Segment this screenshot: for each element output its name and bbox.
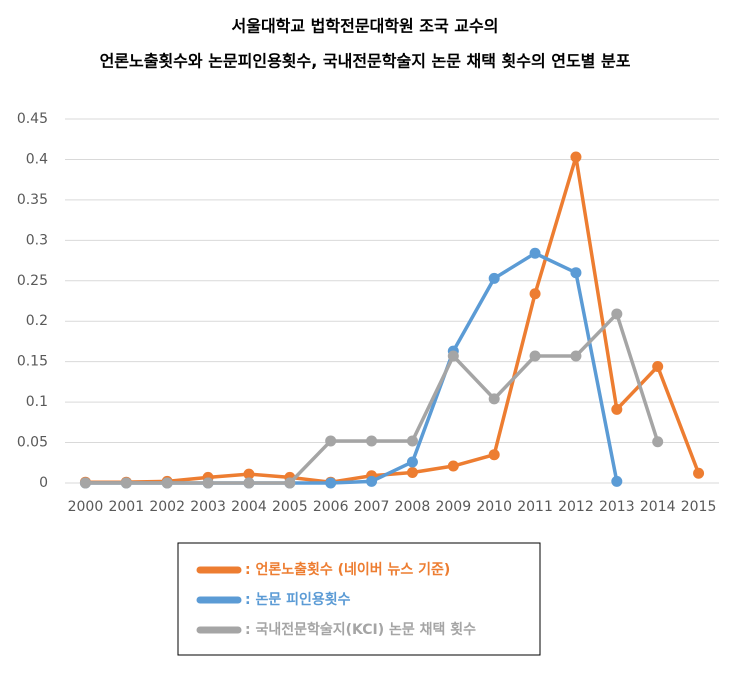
data-point xyxy=(447,350,459,362)
chart-title: 서울대학교 법학전문대학원 조국 교수의 xyxy=(232,17,499,36)
data-point xyxy=(611,308,623,320)
data-point xyxy=(406,466,418,478)
data-point xyxy=(611,403,623,415)
data-point xyxy=(529,350,541,362)
data-point xyxy=(325,435,337,447)
y-tick-label: 0.35 xyxy=(17,192,48,208)
y-tick-label: 0.4 xyxy=(26,151,48,167)
data-point xyxy=(652,361,664,373)
x-tick-label: 2002 xyxy=(149,499,185,515)
data-point xyxy=(570,267,582,279)
data-point xyxy=(161,477,173,489)
y-tick-label: 0.1 xyxy=(26,394,48,410)
data-point xyxy=(570,151,582,163)
legend-label: : 언론노출횟수 (네이버 뉴스 기준) xyxy=(245,561,450,578)
data-point xyxy=(120,477,132,489)
data-point xyxy=(693,467,705,479)
data-point xyxy=(570,350,582,362)
data-point xyxy=(284,477,296,489)
x-tick-label: 2011 xyxy=(517,499,553,515)
data-point xyxy=(488,449,500,461)
y-tick-label: 0 xyxy=(39,475,48,491)
y-tick-label: 0.15 xyxy=(17,354,48,370)
y-tick-label: 0.25 xyxy=(17,273,48,289)
series-line xyxy=(85,155,701,484)
y-tick-label: 0.45 xyxy=(17,111,48,127)
x-tick-label: 2015 xyxy=(681,499,717,515)
x-tick-label: 2012 xyxy=(558,499,594,515)
data-point xyxy=(652,436,664,448)
x-tick-label: 2005 xyxy=(272,499,308,515)
legend-label: : 국내전문학술지(KCI) 논문 채택 횟수 xyxy=(245,621,476,638)
y-tick-label: 0.3 xyxy=(26,232,48,248)
x-tick-label: 2007 xyxy=(354,499,390,515)
data-point xyxy=(79,477,91,489)
x-tick-label: 2004 xyxy=(231,499,267,515)
data-point xyxy=(406,456,418,468)
legend-box xyxy=(177,542,541,656)
x-tick-label: 2001 xyxy=(108,499,144,515)
data-point xyxy=(529,288,541,300)
y-tick-label: 0.2 xyxy=(26,313,48,329)
data-point xyxy=(611,475,623,487)
x-tick-label: 2008 xyxy=(395,499,431,515)
x-tick-label: 2006 xyxy=(313,499,349,515)
data-point xyxy=(406,435,418,447)
chart-subtitle: 언론노출횟수와 논문피인용횟수, 국내전문학술지 논문 채택 횟수의 연도별 분… xyxy=(100,52,631,71)
data-point xyxy=(488,272,500,284)
x-tick-label: 2014 xyxy=(640,499,676,515)
data-point xyxy=(243,477,255,489)
x-tick-label: 2000 xyxy=(68,499,104,515)
data-point xyxy=(447,460,459,472)
data-point xyxy=(366,435,378,447)
data-point xyxy=(488,393,500,405)
legend-label: : 논문 피인용횟수 xyxy=(245,591,351,608)
x-tick-label: 2003 xyxy=(190,499,226,515)
x-tick-label: 2013 xyxy=(599,499,635,515)
data-point xyxy=(243,468,255,480)
y-tick-label: 0.05 xyxy=(17,435,48,451)
data-point xyxy=(529,247,541,259)
data-point xyxy=(202,477,214,489)
series-line xyxy=(85,312,660,485)
data-point xyxy=(325,477,337,489)
x-tick-label: 2009 xyxy=(435,499,471,515)
data-point xyxy=(366,475,378,487)
x-tick-label: 2010 xyxy=(476,499,512,515)
